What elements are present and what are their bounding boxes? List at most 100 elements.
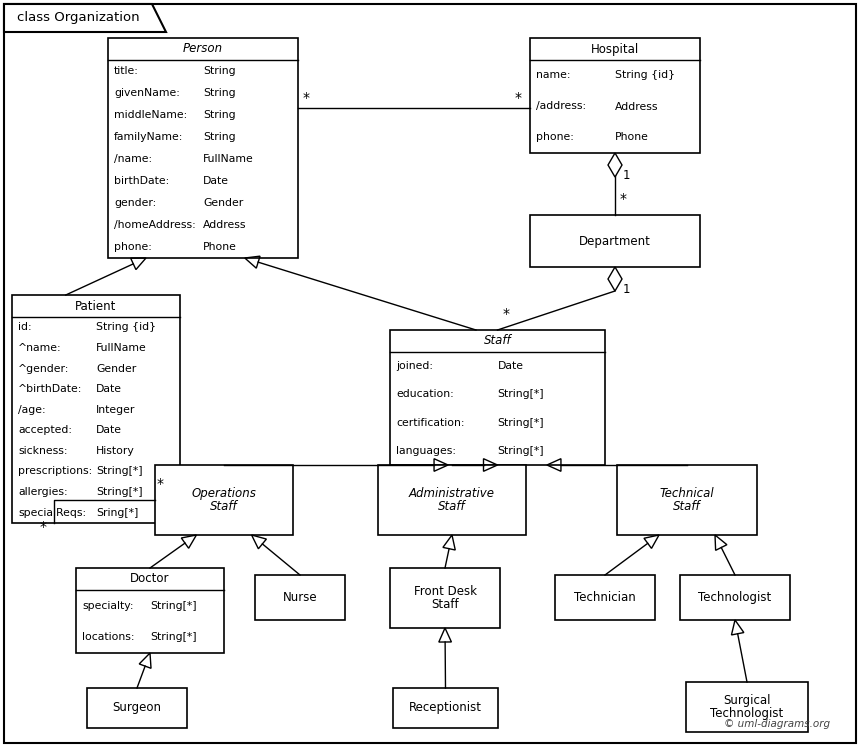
Text: String: String: [203, 132, 236, 142]
Polygon shape: [608, 267, 622, 291]
Text: Staff: Staff: [673, 500, 701, 513]
Text: Department: Department: [579, 235, 651, 247]
Text: Date: Date: [203, 176, 229, 186]
Text: String: String: [203, 110, 236, 120]
Text: String[*]: String[*]: [150, 632, 197, 642]
Text: Date: Date: [96, 384, 122, 394]
Bar: [390, 330, 605, 465]
Text: phone:: phone:: [114, 242, 152, 252]
Text: String[*]: String[*]: [497, 418, 544, 427]
Text: id:: id:: [18, 322, 32, 332]
Text: String[*]: String[*]: [96, 487, 143, 497]
Bar: [12, 295, 180, 523]
Text: String[*]: String[*]: [96, 466, 143, 477]
Text: Surgeon: Surgeon: [113, 701, 162, 714]
Bar: [530, 38, 700, 153]
Text: /homeAddress:: /homeAddress:: [114, 220, 196, 230]
Text: Phone: Phone: [203, 242, 236, 252]
Text: class Organization: class Organization: [16, 11, 139, 25]
Bar: [680, 575, 790, 620]
Text: Staff: Staff: [210, 500, 238, 513]
Text: familyName:: familyName:: [114, 132, 183, 142]
Text: Operations: Operations: [192, 487, 256, 500]
Text: Front Desk: Front Desk: [414, 585, 476, 598]
Text: phone:: phone:: [536, 132, 574, 143]
Text: name:: name:: [536, 70, 570, 81]
Text: *: *: [157, 477, 164, 491]
Text: gender:: gender:: [114, 198, 157, 208]
Bar: [390, 568, 500, 628]
Text: Technologist: Technologist: [710, 707, 783, 720]
Text: Sring[*]: Sring[*]: [96, 508, 138, 518]
Text: © uml-diagrams.org: © uml-diagrams.org: [724, 719, 830, 729]
Text: title:: title:: [114, 66, 138, 76]
Bar: [555, 575, 655, 620]
Text: *: *: [502, 307, 509, 321]
Text: prescriptions:: prescriptions:: [18, 466, 92, 477]
Text: Technical: Technical: [660, 487, 715, 500]
Text: Patient: Patient: [76, 300, 117, 312]
Text: Date: Date: [497, 361, 524, 371]
Bar: [530, 215, 700, 267]
Text: Date: Date: [96, 425, 122, 436]
Text: String[*]: String[*]: [497, 389, 544, 400]
Text: String: String: [203, 88, 236, 98]
Text: Nurse: Nurse: [283, 591, 317, 604]
Text: education:: education:: [396, 389, 454, 400]
Bar: [617, 465, 757, 535]
Bar: [155, 465, 293, 535]
Text: givenName:: givenName:: [114, 88, 180, 98]
Text: Surgical: Surgical: [723, 694, 771, 707]
Text: History: History: [96, 446, 135, 456]
Text: *: *: [515, 91, 522, 105]
Text: allergies:: allergies:: [18, 487, 68, 497]
Text: languages:: languages:: [396, 446, 456, 456]
Bar: [108, 38, 298, 258]
Bar: [255, 575, 345, 620]
Text: FullName: FullName: [96, 343, 147, 353]
Text: /name:: /name:: [114, 154, 152, 164]
Text: String: String: [203, 66, 236, 76]
Text: /address:: /address:: [536, 102, 587, 111]
Text: *: *: [303, 91, 310, 105]
Text: specialReqs:: specialReqs:: [18, 508, 86, 518]
Text: Address: Address: [203, 220, 247, 230]
Text: String[*]: String[*]: [497, 446, 544, 456]
Text: ^gender:: ^gender:: [18, 364, 70, 374]
Text: /age:: /age:: [18, 405, 46, 415]
Text: *: *: [620, 192, 627, 206]
Text: ^birthDate:: ^birthDate:: [18, 384, 83, 394]
Text: ^name:: ^name:: [18, 343, 62, 353]
Text: Address: Address: [615, 102, 659, 111]
Bar: [686, 682, 808, 732]
Text: *: *: [40, 520, 47, 534]
Text: sickness:: sickness:: [18, 446, 67, 456]
Text: String {id}: String {id}: [96, 322, 156, 332]
Text: Administrative: Administrative: [409, 487, 495, 500]
Text: Gender: Gender: [96, 364, 136, 374]
Text: Technologist: Technologist: [698, 591, 771, 604]
Text: 1: 1: [623, 169, 630, 182]
Text: Hospital: Hospital: [591, 43, 639, 55]
Text: certification:: certification:: [396, 418, 464, 427]
Text: Receptionist: Receptionist: [409, 701, 482, 714]
Text: Staff: Staff: [431, 598, 459, 611]
Text: Phone: Phone: [615, 132, 649, 143]
Text: Gender: Gender: [203, 198, 243, 208]
Bar: [378, 465, 526, 535]
Text: middleName:: middleName:: [114, 110, 187, 120]
Text: String {id}: String {id}: [615, 70, 675, 81]
Text: joined:: joined:: [396, 361, 433, 371]
Polygon shape: [4, 4, 166, 32]
Polygon shape: [608, 153, 622, 177]
Bar: [87, 688, 187, 728]
Text: Staff: Staff: [439, 500, 466, 513]
Text: 1: 1: [623, 283, 630, 296]
Text: Technician: Technician: [574, 591, 636, 604]
Text: Doctor: Doctor: [130, 572, 169, 586]
Bar: [76, 568, 224, 653]
Text: specialty:: specialty:: [82, 601, 133, 611]
Text: Integer: Integer: [96, 405, 135, 415]
Text: accepted:: accepted:: [18, 425, 72, 436]
Text: String[*]: String[*]: [150, 601, 197, 611]
